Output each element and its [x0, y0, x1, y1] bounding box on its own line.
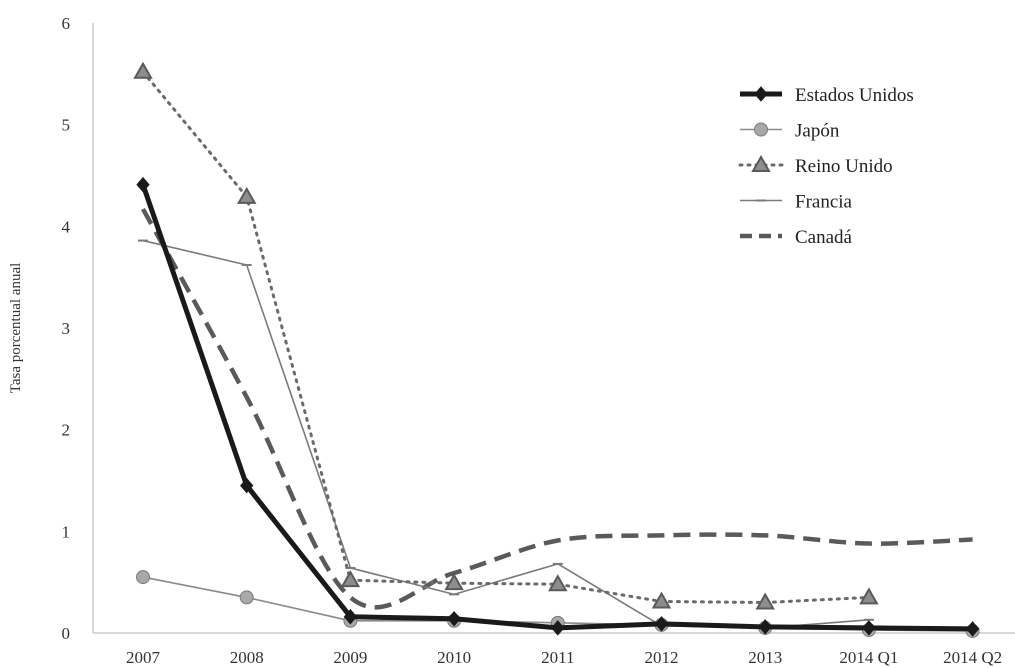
y-tick-label: 6: [62, 14, 71, 33]
series-estados-unidos: [136, 176, 980, 637]
x-tick-label: 2014 Q2: [943, 648, 1002, 667]
data-point: [444, 573, 464, 591]
data-point: [551, 620, 565, 636]
y-tick-label: 4: [62, 217, 71, 236]
y-axis-label: Tasa porcentual anual: [8, 263, 24, 394]
legend-item: Japón: [740, 121, 840, 142]
x-tick-label: 2011: [541, 648, 574, 667]
x-tick-label: 2008: [230, 648, 264, 667]
x-axis-ticks: 2007 2008 2009 2010 2011 2012 2013 2014 Q1 2014 …: [126, 648, 1002, 667]
data-point: [236, 186, 257, 204]
data-point: [240, 477, 254, 494]
legend-label: Canadá: [795, 227, 853, 248]
data-point: [862, 620, 876, 636]
chart-axes: [92, 23, 1015, 634]
y-tick-label: 2: [62, 421, 71, 440]
data-point: [340, 570, 361, 588]
y-tick-label: 0: [62, 624, 71, 643]
x-tick-label: 2014 Q1: [839, 648, 898, 667]
data-point: [651, 591, 672, 609]
legend-item: Canadá: [740, 227, 853, 248]
legend-item: Estados Unidos: [740, 85, 914, 106]
series-line: [140, 183, 973, 632]
legend-label: Estados Unidos: [795, 85, 914, 106]
series-line: [141, 207, 973, 610]
data-point: [965, 621, 980, 637]
x-tick-label: 2012: [645, 648, 679, 667]
series-line: [141, 70, 871, 604]
y-tick-label: 1: [62, 522, 71, 541]
chart-legend: Estados Unidos Japón Reino Unido Francia Can…: [738, 85, 914, 248]
y-axis-ticks: 0 1 2 3 4 5 6: [62, 14, 71, 643]
x-tick-label: 2010: [437, 648, 471, 667]
legend-marker: [754, 122, 768, 137]
data-point: [859, 587, 879, 605]
data-point: [343, 608, 358, 625]
y-tick-label: 5: [62, 116, 71, 135]
series-canadá: [141, 207, 973, 610]
legend-label: Francia: [795, 192, 853, 213]
legend-label: Japón: [795, 121, 840, 142]
legend-item: Francia: [740, 192, 853, 213]
x-tick-label: 2013: [748, 648, 782, 667]
data-point: [447, 610, 461, 627]
x-tick-label: 2009: [333, 648, 367, 667]
series-reino-unido: [133, 61, 879, 610]
data-point: [136, 570, 150, 585]
data-point: [654, 616, 669, 632]
series-line: [142, 239, 869, 629]
x-tick-label: 2007: [126, 648, 161, 667]
legend-marker: [754, 86, 768, 102]
series-francia: [138, 239, 874, 629]
legend-item: Reino Unido: [738, 154, 893, 177]
data-point: [758, 619, 772, 635]
data-point: [239, 590, 254, 605]
legend-label: Reino Unido: [795, 156, 893, 177]
y-tick-label: 3: [62, 319, 71, 338]
data-point: [133, 61, 153, 79]
data-point: [755, 592, 775, 610]
data-point: [548, 574, 568, 592]
data-point: [136, 176, 150, 193]
chart-series: [133, 61, 980, 638]
legend-marker: [751, 154, 771, 172]
